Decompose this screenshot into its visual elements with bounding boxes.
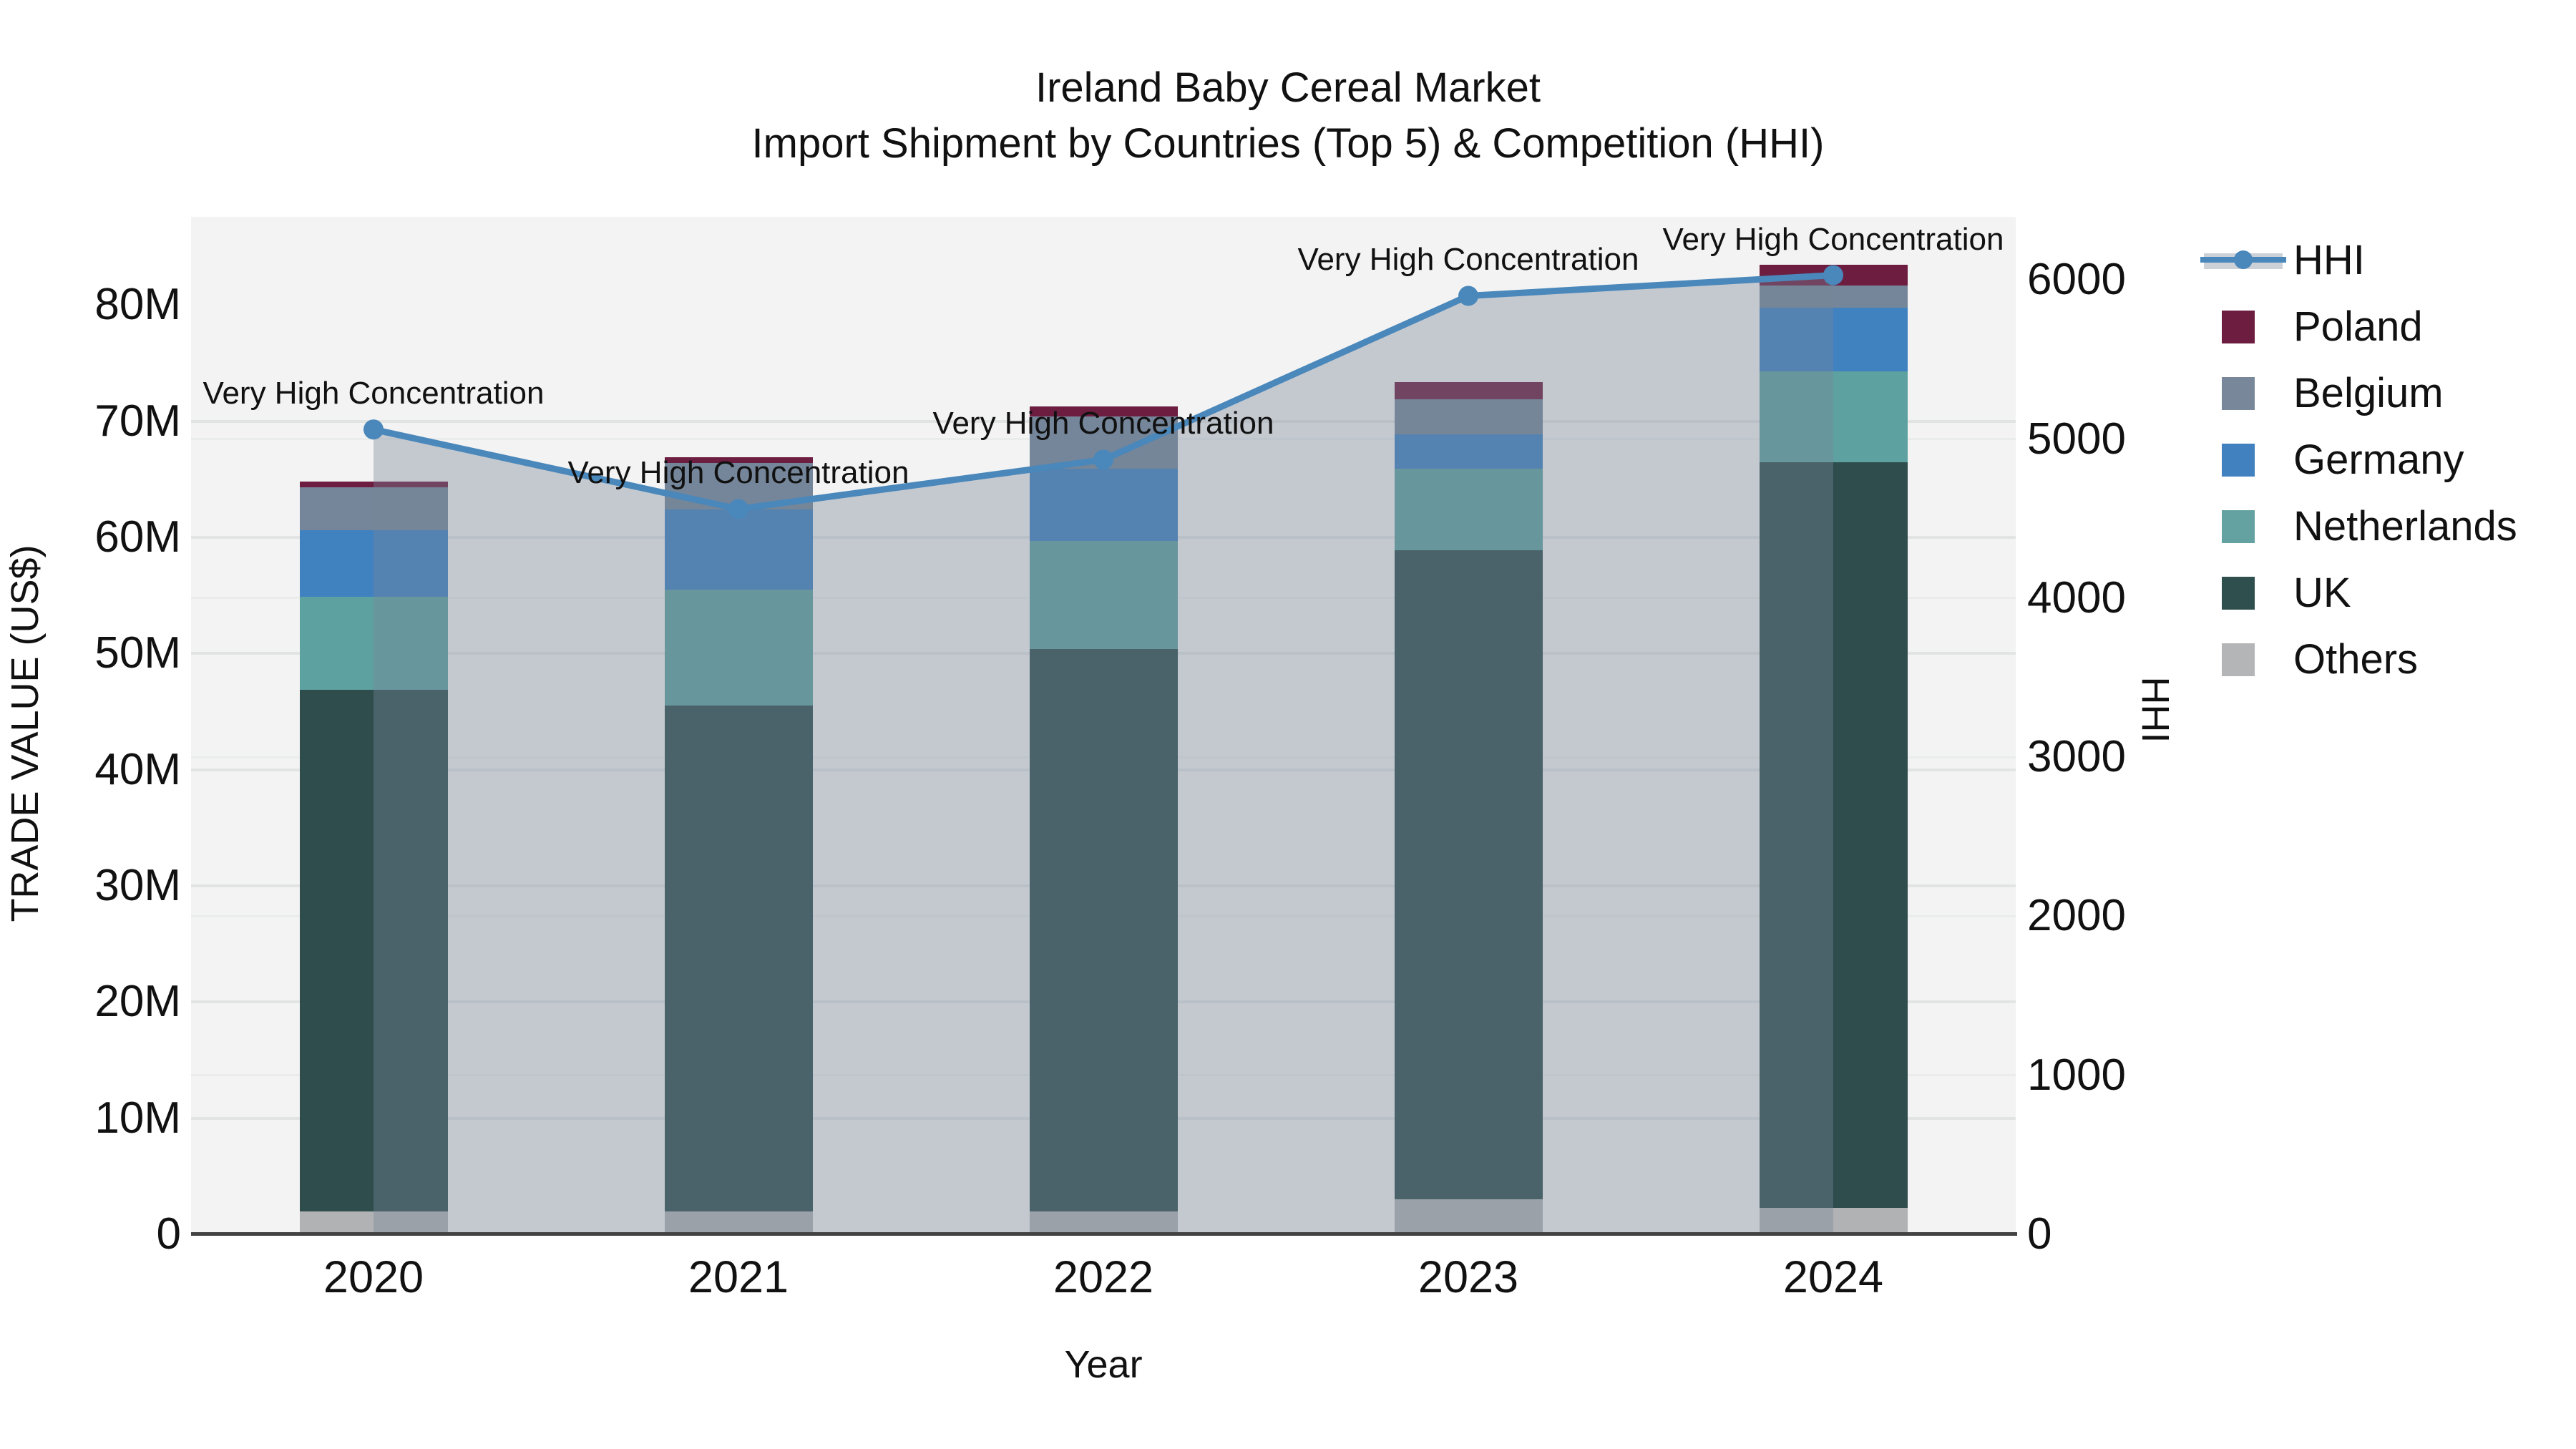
bar-segment-belgium [299,487,448,531]
legend-label: UK [2293,570,2351,616]
legend-swatch-others [2222,643,2255,676]
bar-segment-poland [299,482,448,488]
hhi-marker [364,419,384,440]
y-tick-label-right: 3000 [2027,732,2126,782]
annotation-label: Very High Concentration [567,455,909,491]
x-axis-title: Year [1064,1343,1143,1386]
bar-segment-others [1394,1199,1543,1234]
y-tick-label-left: 30M [94,861,181,910]
x-tick-label: 2022 [1053,1252,1154,1302]
legend-label: Others [2293,636,2419,683]
legend-hhi-marker [2234,250,2253,269]
annotation-label: Very High Concentration [1662,221,2004,257]
bar-segment-others [664,1211,813,1234]
y-tick-label-right: 4000 [2027,572,2126,623]
legend-item-netherlands: Netherlands [2197,494,2576,560]
bar-segment-others [299,1211,448,1234]
bar-segment-others [1029,1211,1178,1234]
hhi-marker [1093,449,1113,470]
annotation-label: Very High Concentration [932,406,1274,441]
legend-label: Germany [2293,436,2464,483]
chart-title: Ireland Baby Cereal Market Import Shipme… [0,60,2576,172]
legend-item-belgium: Belgium [2197,361,2576,427]
bar-segment-netherlands [1029,540,1178,649]
x-axis-line [191,1232,2017,1236]
bar-segment-uk [1029,648,1178,1211]
legend-swatch-uk [2222,577,2255,610]
bar-segment-others [1759,1207,1908,1234]
x-tick-label: 2020 [323,1252,424,1302]
y-tick-label-left: 20M [94,977,181,1027]
y-tick-label-left: 40M [94,744,181,794]
y-tick-label-right: 5000 [2027,414,2126,464]
chart-title-line1: Ireland Baby Cereal Market [1035,64,1541,111]
bar-segment-poland [1029,406,1178,417]
y-tick-label-left: 70M [94,396,181,446]
legend-label: Netherlands [2293,503,2517,550]
y-tick-label-right: 1000 [2027,1050,2126,1100]
annotation-label: Very High Concentration [1297,242,1639,278]
hhi-marker [728,499,748,519]
y-tick-label-left: 0 [156,1209,181,1259]
legend-item-germany: Germany [2197,427,2576,494]
y-tick-label-right: 6000 [2027,255,2126,305]
y-tick-label-right: 2000 [2027,891,2126,941]
bar-segment-poland [664,457,813,464]
chart-legend: HHI Poland Belgium Germany Netherlands UK Othe… [2197,228,2576,693]
hhi-line-overlay [364,265,1843,1234]
bar-segment-germany [1029,469,1178,541]
legend-swatch-belgium [2222,377,2255,410]
bar-segment-uk [1759,462,1908,1208]
legend-item-uk: UK [2197,560,2576,627]
legend-item-hhi: HHI [2197,228,2576,294]
y-tick-label-left: 60M [94,512,181,562]
bar-segment-germany [664,509,813,590]
legend-swatch-poland [2222,311,2255,343]
bar-segment-netherlands [664,590,813,706]
chart-title-line2: Import Shipment by Countries (Top 5) & C… [751,120,1825,167]
bar-segment-germany [299,530,448,597]
hhi-marker [1458,286,1478,306]
legend-label: HHI [2293,237,2365,283]
bar-segment-belgium [1394,399,1543,434]
y-tick-label-left: 10M [94,1093,181,1143]
legend-item-poland: Poland [2197,294,2576,361]
bar-segment-uk [1394,550,1543,1200]
hhi-marker [1823,265,1843,286]
legend-hhi-line-swatch [2200,244,2286,277]
bar-segment-poland [1394,381,1543,399]
y-tick-label-left: 80M [94,280,181,330]
legend-swatch-netherlands [2222,510,2255,543]
y-tick-label-right: 0 [2027,1209,2052,1259]
legend-swatch-germany [2222,444,2255,477]
bar-segment-germany [1394,434,1543,469]
bar-segment-uk [299,689,448,1211]
bar-segment-netherlands [299,596,448,690]
bar-segment-uk [664,706,813,1211]
bar-segment-belgium [1759,285,1908,308]
x-tick-label: 2021 [688,1252,789,1302]
bar-segment-netherlands [1394,469,1543,550]
y-tick-label-left: 50M [94,628,181,678]
bar-segment-netherlands [1759,371,1908,462]
x-tick-label: 2024 [1782,1252,1884,1302]
annotation-label: Very High Concentration [203,376,545,411]
bar-segment-germany [1759,307,1908,371]
x-tick-label: 2023 [1418,1252,1519,1302]
legend-item-others: Others [2197,627,2576,693]
legend-label: Poland [2293,303,2423,350]
legend-label: Belgium [2293,370,2444,416]
plot-area: Very High Concentration Very High Concent… [191,217,2016,1234]
